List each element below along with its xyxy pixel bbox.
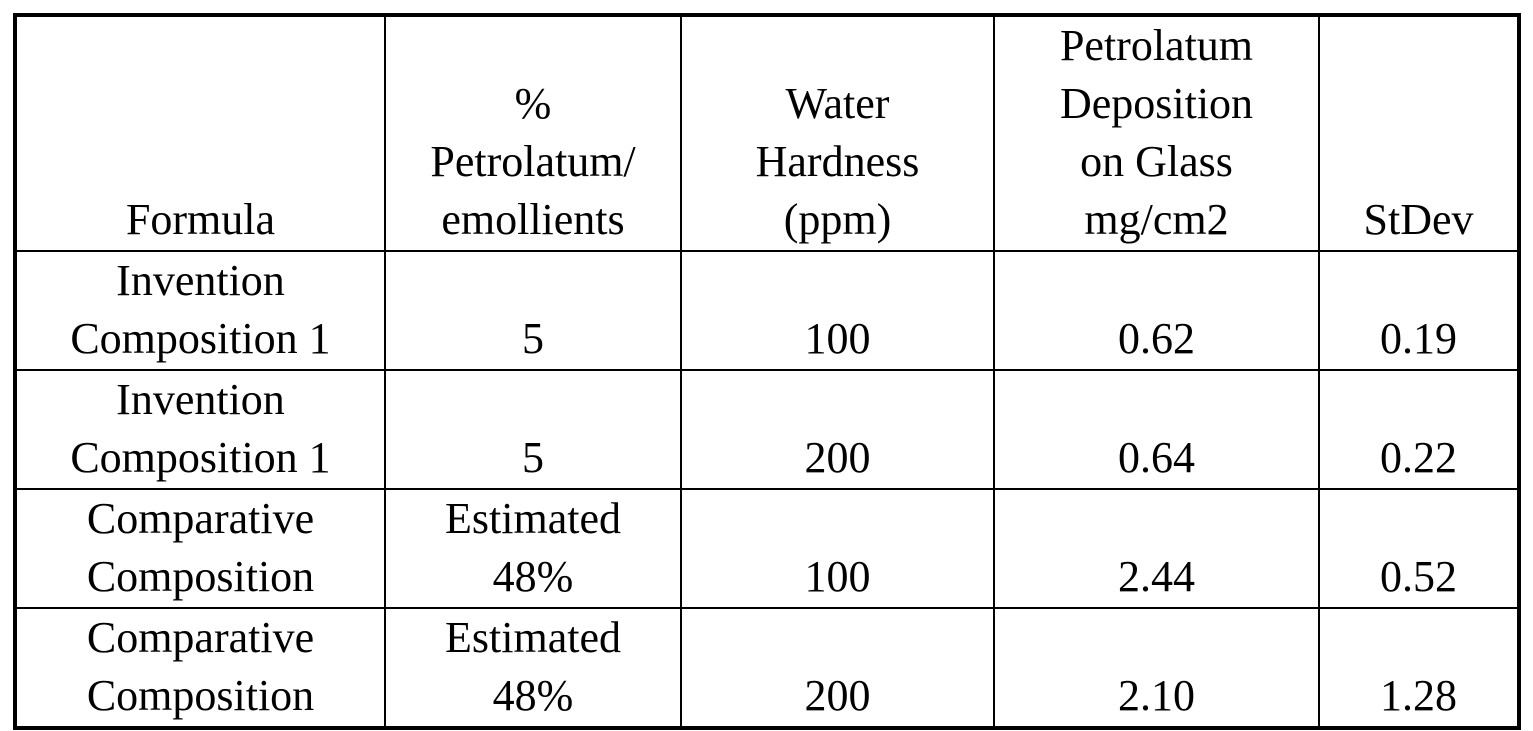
cell-line: Composition 1	[17, 310, 384, 368]
table-cell: Estimated48%	[385, 608, 681, 728]
cell-line: (ppm)	[682, 191, 993, 249]
cell-line: 0.64	[995, 429, 1318, 487]
cell-line: mg/cm2	[995, 191, 1318, 249]
table-cell: ComparativeComposition	[15, 608, 385, 728]
table-row: InventionComposition 152000.640.22	[15, 370, 1519, 489]
cell-line: Formula	[17, 191, 384, 249]
table-cell: 5	[385, 251, 681, 370]
cell-line: 0.19	[1320, 310, 1517, 368]
cell-line: Composition	[17, 667, 384, 725]
cell-line: Composition	[17, 548, 384, 606]
cell-line: 1.28	[1320, 667, 1517, 725]
cell-line: 2.10	[995, 667, 1318, 725]
cell-line: 0.22	[1320, 429, 1517, 487]
table-cell: InventionComposition 1	[15, 251, 385, 370]
header-cell: StDev	[1319, 15, 1519, 251]
table-cell: 0.19	[1319, 251, 1519, 370]
cell-line: Deposition	[995, 75, 1318, 133]
cell-line: Petrolatum/	[386, 133, 680, 191]
cell-line: Estimated	[386, 490, 680, 548]
cell-line: 100	[682, 310, 993, 368]
table-cell: 200	[681, 370, 994, 489]
cell-line: 0.52	[1320, 548, 1517, 606]
table-row: ComparativeCompositionEstimated48%2002.1…	[15, 608, 1519, 728]
table-body: Formula%Petrolatum/emollientsWaterHardne…	[15, 15, 1519, 728]
cell-line: %	[386, 75, 680, 133]
cell-line: Petrolatum	[995, 17, 1318, 75]
cell-line: 200	[682, 429, 993, 487]
cell-line: Estimated	[386, 609, 680, 667]
cell-line: 5	[386, 429, 680, 487]
table-row: ComparativeCompositionEstimated48%1002.4…	[15, 489, 1519, 608]
table-cell: 100	[681, 251, 994, 370]
header-cell: Formula	[15, 15, 385, 251]
table-cell: 5	[385, 370, 681, 489]
table-cell: 2.10	[994, 608, 1319, 728]
cell-line: Comparative	[17, 609, 384, 667]
cell-line: on Glass	[995, 133, 1318, 191]
table-cell: 0.22	[1319, 370, 1519, 489]
cell-line: Invention	[17, 252, 384, 310]
table-cell: 100	[681, 489, 994, 608]
cell-line: 5	[386, 310, 680, 368]
cell-line: StDev	[1320, 191, 1517, 249]
table-cell: ComparativeComposition	[15, 489, 385, 608]
table-cell: 200	[681, 608, 994, 728]
cell-line: Invention	[17, 371, 384, 429]
table-cell: 1.28	[1319, 608, 1519, 728]
table-cell: 0.52	[1319, 489, 1519, 608]
header-cell: PetrolatumDepositionon Glassmg/cm2	[994, 15, 1319, 251]
cell-line: 48%	[386, 548, 680, 606]
header-cell: WaterHardness(ppm)	[681, 15, 994, 251]
cell-line: 2.44	[995, 548, 1318, 606]
cell-line: 200	[682, 667, 993, 725]
table-cell: 2.44	[994, 489, 1319, 608]
cell-line: 0.62	[995, 310, 1318, 368]
cell-line: 48%	[386, 667, 680, 725]
cell-line: Hardness	[682, 133, 993, 191]
table-cell: Estimated48%	[385, 489, 681, 608]
table-cell: 0.62	[994, 251, 1319, 370]
cell-line: Water	[682, 75, 993, 133]
table-row: InventionComposition 151000.620.19	[15, 251, 1519, 370]
cell-line: Composition 1	[17, 429, 384, 487]
cell-line: 100	[682, 548, 993, 606]
table-cell: InventionComposition 1	[15, 370, 385, 489]
header-cell: %Petrolatum/emollients	[385, 15, 681, 251]
header-row: Formula%Petrolatum/emollientsWaterHardne…	[15, 15, 1519, 251]
data-table: Formula%Petrolatum/emollientsWaterHardne…	[13, 13, 1521, 730]
table-cell: 0.64	[994, 370, 1319, 489]
cell-line: emollients	[386, 191, 680, 249]
cell-line: Comparative	[17, 490, 384, 548]
